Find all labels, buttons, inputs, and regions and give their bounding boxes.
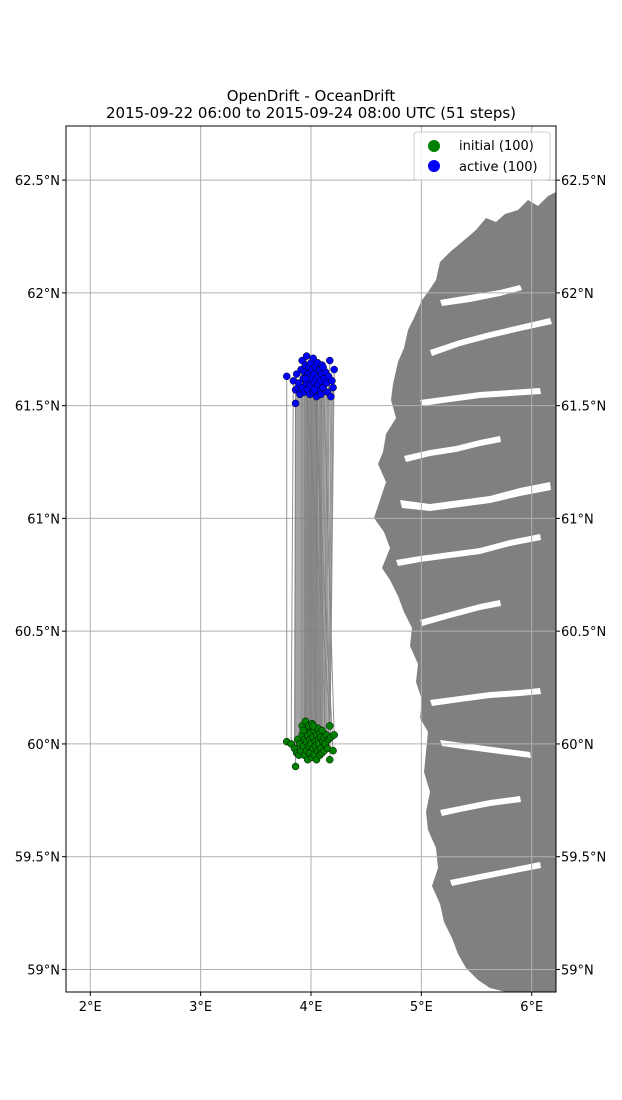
active-point <box>319 363 327 372</box>
trajectory-line <box>313 389 334 751</box>
initial-point <box>329 746 337 755</box>
y-tick-label-right-1: 59.5°N <box>561 851 606 866</box>
legend-label-active: active (100) <box>459 160 538 175</box>
series-initial <box>282 717 338 771</box>
active-point <box>291 399 300 408</box>
x-tick-label-2: 4°E <box>300 1000 323 1015</box>
y-tick-label-right-0: 59°N <box>561 963 594 978</box>
active-point <box>326 356 334 365</box>
active-point <box>317 390 325 399</box>
trajectory-line <box>323 392 329 751</box>
y-tick-label-left-7: 62.5°N <box>15 174 60 189</box>
y-axis-ticks-left: 59°N 59.5°N 60°N 60.5°N 61°N 61.5°N 62°N 62.5°N <box>15 174 66 978</box>
y-tick-label-right-3: 60.5°N <box>561 625 606 640</box>
plot-area <box>65 125 557 993</box>
chart-title: OpenDrift - OceanDrift <box>227 87 396 105</box>
initial-point <box>309 722 317 730</box>
x-tick-label-4: 6°E <box>520 1000 543 1015</box>
initial-point <box>299 726 308 735</box>
x-axis-ticks: 2°E 3°E 4°E 5°E 6°E <box>79 992 543 1015</box>
y-tick-label-right-2: 60°N <box>561 738 594 753</box>
x-tick-label-3: 5°E <box>410 1000 433 1015</box>
trajectory-line <box>322 367 335 735</box>
y-tick-label-left-5: 61.5°N <box>15 400 60 415</box>
y-tick-label-left-0: 59°N <box>27 963 60 978</box>
y-tick-label-left-4: 61°N <box>27 512 60 527</box>
x-tick-label-1: 3°E <box>189 1000 212 1015</box>
active-point <box>282 372 291 381</box>
trajectories <box>286 356 335 767</box>
trajectory-line <box>319 394 322 733</box>
active-point <box>329 383 337 392</box>
initial-point <box>291 762 300 771</box>
trajectory-line <box>320 365 323 738</box>
legend-marker-active <box>428 160 440 172</box>
legend-marker-initial <box>428 140 440 152</box>
y-axis-ticks-right: 59°N 59.5°N 60°N 60.5°N 61°N 61.5°N 62°N 62.5°N <box>556 174 606 978</box>
land-mask <box>374 192 556 992</box>
initial-point <box>330 731 338 739</box>
active-point <box>310 386 319 394</box>
active-point <box>301 374 310 383</box>
trajectory-line <box>324 376 330 744</box>
legend-label-initial: initial (100) <box>459 139 534 154</box>
y-tick-label-left-3: 60.5°N <box>15 625 60 640</box>
active-point <box>302 352 311 360</box>
y-tick-label-left-1: 59.5°N <box>15 851 60 866</box>
y-tick-label-left-2: 60°N <box>27 738 60 753</box>
initial-point <box>326 722 334 730</box>
trajectory-line <box>318 369 321 744</box>
legend: initial (100) active (100) <box>413 131 551 181</box>
active-point <box>309 354 317 363</box>
active-point <box>330 365 338 374</box>
chart-subtitle: 2015-09-22 06:00 to 2015-09-24 08:00 UTC… <box>106 104 516 122</box>
y-tick-label-left-6: 62°N <box>27 287 60 302</box>
y-tick-label-right-6: 62°N <box>561 287 594 302</box>
trajectory-line <box>290 380 294 744</box>
y-tick-label-right-7: 62.5°N <box>561 174 606 189</box>
active-point <box>328 377 336 385</box>
trajectory-line <box>304 378 332 738</box>
initial-point <box>326 755 334 764</box>
y-tick-label-right-5: 61.5°N <box>561 400 606 415</box>
initial-point <box>318 726 326 735</box>
active-point <box>292 370 301 378</box>
active-point <box>327 392 335 401</box>
series-active <box>282 352 338 408</box>
x-tick-label-0: 2°E <box>79 1000 102 1015</box>
y-tick-label-right-4: 61°N <box>561 512 594 527</box>
legend-box <box>413 131 551 181</box>
